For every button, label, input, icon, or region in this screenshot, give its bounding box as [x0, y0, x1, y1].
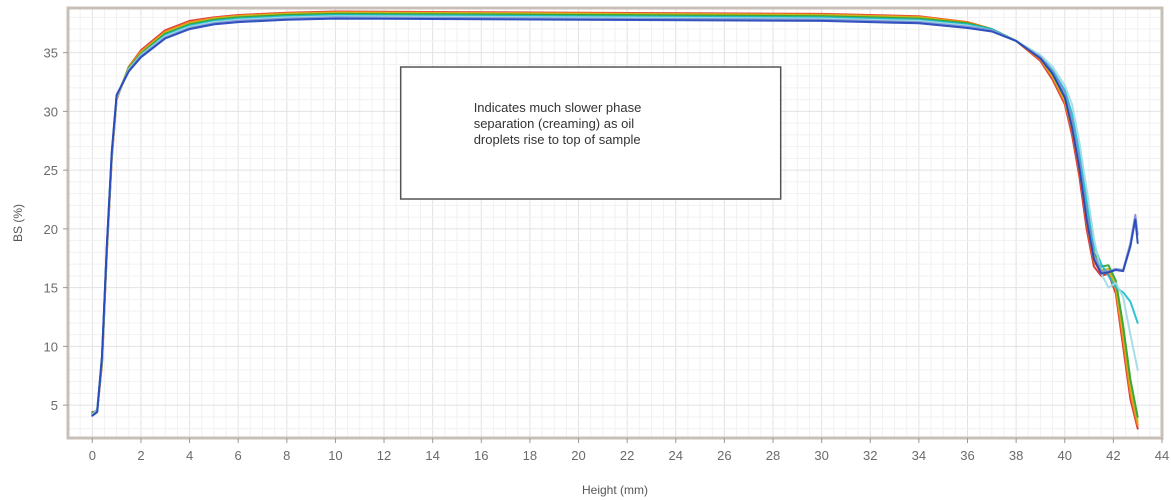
y-tick-label: 25 [44, 163, 58, 178]
x-tick-label: 30 [814, 448, 828, 463]
x-tick-label: 14 [425, 448, 439, 463]
y-tick-label: 30 [44, 104, 58, 119]
x-tick-label: 44 [1155, 448, 1169, 463]
y-tick-label: 15 [44, 281, 58, 296]
x-tick-label: 20 [571, 448, 585, 463]
annotation-line: Indicates much slower phase [474, 100, 642, 115]
series-group [91, 10, 1139, 430]
series-line-8 [91, 17, 1139, 417]
x-tick-label: 2 [137, 448, 144, 463]
x-tick-label: 18 [523, 448, 537, 463]
y-tick-label: 20 [44, 222, 58, 237]
x-tick-label: 24 [669, 448, 683, 463]
x-tick-label: 36 [960, 448, 974, 463]
y-tick-label: 5 [51, 398, 58, 413]
x-tick-label: 42 [1106, 448, 1120, 463]
annotation-frame [399, 66, 782, 200]
annotation-line: droplets rise to top of sample [474, 132, 641, 147]
x-tick-label: 4 [186, 448, 193, 463]
x-tick-label: 6 [235, 448, 242, 463]
x-axis-title: Height (mm) [582, 483, 648, 497]
x-tick-label: 0 [89, 448, 96, 463]
y-axis-title: BS (%) [11, 204, 25, 242]
x-tick-label: 40 [1058, 448, 1072, 463]
axis-ticks: 0 2 4 6 8 10 12 14 16 18 20 22 24 26 28 30 32 34 36 38 40 42 4… [44, 46, 1170, 463]
x-tick-label: 34 [912, 448, 926, 463]
y-tick-label: 35 [44, 46, 58, 61]
y-tick-label: 10 [44, 339, 58, 354]
x-tick-label: 12 [377, 448, 391, 463]
x-tick-label: 10 [328, 448, 342, 463]
x-tick-label: 32 [863, 448, 877, 463]
x-tick-label: 8 [283, 448, 290, 463]
x-tick-label: 26 [717, 448, 731, 463]
x-tick-label: 16 [474, 448, 488, 463]
x-tick-label: 38 [1009, 448, 1023, 463]
x-tick-label: 28 [766, 448, 780, 463]
plot-border [66, 6, 1164, 440]
x-tick-label: 22 [620, 448, 634, 463]
annotation-line: separation (creaming) as oil [474, 116, 635, 131]
plot-frame [66, 6, 1164, 440]
